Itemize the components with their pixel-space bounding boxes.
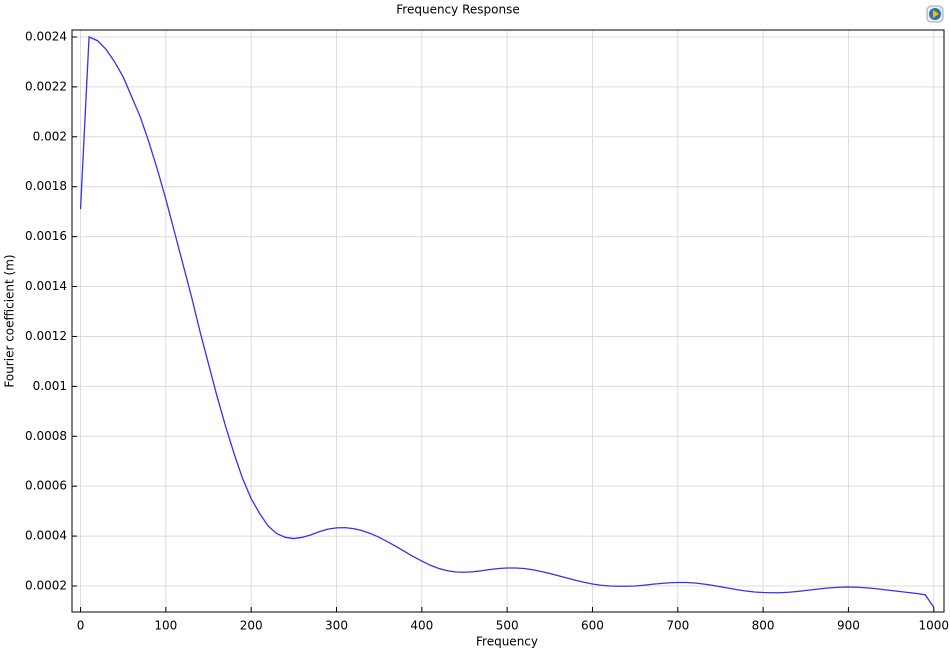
x-axis-label: Frequency [476, 635, 538, 649]
x-tick-label: 800 [752, 619, 775, 633]
y-tick-label: 0.0002 [25, 578, 67, 592]
y-tick-label: 0.002 [33, 129, 67, 143]
data-line [79, 36, 935, 608]
plot-frame [71, 29, 945, 613]
x-tick-label: 0 [77, 619, 85, 633]
y-tick-label: 0.0008 [25, 429, 67, 443]
y-tick-label: 0.0022 [25, 79, 67, 93]
y-axis-label: Fourier coefficient (m) [3, 254, 17, 387]
y-tick-label: 0.0018 [25, 179, 67, 193]
chart-title: Frequency Response [396, 3, 519, 17]
y-tick-label: 0.0024 [25, 29, 67, 43]
x-tick-label: 200 [240, 619, 263, 633]
export-icon[interactable] [926, 5, 944, 23]
y-tick-label: 0.0014 [25, 279, 67, 293]
y-tick-label: 0.0016 [25, 229, 67, 243]
x-tick-label: 700 [666, 619, 689, 633]
y-tick-label: 0.0004 [25, 529, 67, 543]
x-tick-label: 100 [154, 619, 177, 633]
x-tick-label: 900 [837, 619, 860, 633]
x-tick-label: 1000 [918, 619, 949, 633]
y-tick-label: 0.001 [33, 379, 67, 393]
x-tick-label: 300 [325, 619, 348, 633]
y-tick-label: 0.0006 [25, 479, 67, 493]
x-tick-label: 400 [410, 619, 433, 633]
x-tick-label: 600 [581, 619, 604, 633]
y-tick-label: 0.0012 [25, 329, 67, 343]
x-tick-label: 500 [496, 619, 519, 633]
